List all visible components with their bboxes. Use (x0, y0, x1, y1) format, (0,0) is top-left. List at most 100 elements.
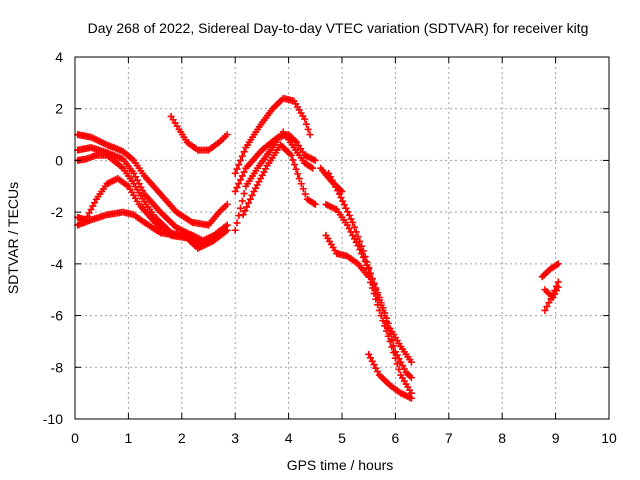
data-point (235, 180, 243, 188)
data-point (301, 115, 309, 123)
data-point (299, 185, 307, 193)
series-track-4 (74, 175, 231, 250)
data-point (297, 180, 305, 188)
data-point (238, 152, 246, 160)
data-point (372, 295, 380, 303)
series-track-6 (167, 112, 231, 154)
series-track-7 (231, 94, 314, 177)
y-axis-ticks: -10 -8 -6 -4 -2 0 2 4 (43, 49, 609, 427)
y-tick-label: -6 (51, 308, 64, 324)
series-track-9 (231, 131, 319, 195)
x-tick-label: 9 (552, 430, 560, 446)
data-point (407, 394, 415, 402)
data-point (358, 242, 366, 250)
x-tick-label: 8 (498, 430, 506, 446)
data-point (311, 200, 319, 208)
y-tick-label: 2 (55, 101, 63, 117)
data-point (233, 165, 241, 173)
series-track-8 (231, 128, 317, 234)
series-track-17 (538, 260, 562, 281)
data-point (183, 231, 191, 239)
x-tick-label: 7 (445, 430, 453, 446)
data-point (243, 203, 251, 211)
data-point (365, 273, 373, 281)
data-point (246, 195, 254, 203)
data-point (375, 306, 383, 314)
data-point (372, 286, 380, 294)
data-point (356, 237, 364, 245)
y-tick-label: 0 (55, 152, 63, 168)
data-point (377, 312, 385, 320)
x-tick-label: 0 (71, 430, 79, 446)
data-point (354, 233, 362, 241)
x-axis-label: GPS time / hours (287, 457, 394, 473)
data-point (554, 260, 562, 268)
grid-lines (75, 57, 609, 419)
data-point (370, 290, 378, 298)
series-track-1 (74, 131, 231, 229)
data-point (374, 301, 382, 309)
x-axis-ticks: 0 1 2 3 4 5 6 7 8 9 10 (71, 57, 617, 446)
data-point (379, 317, 387, 325)
y-tick-label: -10 (43, 411, 63, 427)
data-point (223, 200, 231, 208)
x-tick-label: 3 (231, 430, 239, 446)
data-point (240, 148, 248, 156)
data-point (541, 306, 549, 314)
data-point (361, 253, 369, 261)
data-point (545, 299, 553, 307)
data-point (231, 169, 239, 177)
data-point (365, 264, 373, 272)
data-points (74, 94, 562, 402)
data-point (235, 212, 243, 220)
data-point (366, 278, 374, 286)
data-point (384, 332, 392, 340)
y-tick-label: -2 (51, 204, 64, 220)
data-point (340, 201, 348, 209)
data-point (363, 258, 371, 266)
data-point (374, 291, 382, 299)
data-point (223, 226, 231, 234)
data-point (239, 211, 247, 219)
data-point (375, 296, 383, 304)
data-point (306, 131, 314, 139)
data-point (311, 156, 319, 164)
data-point (295, 175, 303, 183)
data-point (223, 131, 231, 139)
data-point (393, 360, 401, 368)
data-point (352, 228, 360, 236)
x-tick-label: 2 (178, 430, 186, 446)
x-tick-label: 6 (392, 430, 400, 446)
data-point (388, 343, 396, 351)
data-point (344, 208, 352, 216)
data-point (292, 165, 300, 173)
data-point (294, 170, 302, 178)
data-point (309, 164, 317, 172)
data-point (391, 354, 399, 362)
data-point (233, 219, 241, 227)
data-point (304, 125, 312, 133)
x-tick-label: 10 (601, 430, 617, 446)
data-point (287, 151, 295, 159)
data-point (347, 215, 355, 223)
y-axis-label: SDTVAR / TECUs (5, 182, 21, 294)
data-point (301, 190, 309, 198)
data-point (349, 218, 357, 226)
x-tick-label: 1 (125, 430, 133, 446)
data-point (368, 284, 376, 292)
data-point (390, 349, 398, 357)
series-track-18 (541, 283, 562, 301)
data-point (407, 358, 415, 366)
data-point (235, 161, 243, 169)
data-point (231, 187, 239, 195)
data-point (342, 204, 350, 212)
data-point (231, 226, 239, 234)
data-point (407, 374, 415, 382)
data-point (359, 247, 367, 255)
series-track-10 (239, 141, 319, 219)
data-point (237, 176, 245, 184)
data-point (245, 199, 253, 207)
data-point (335, 190, 343, 198)
